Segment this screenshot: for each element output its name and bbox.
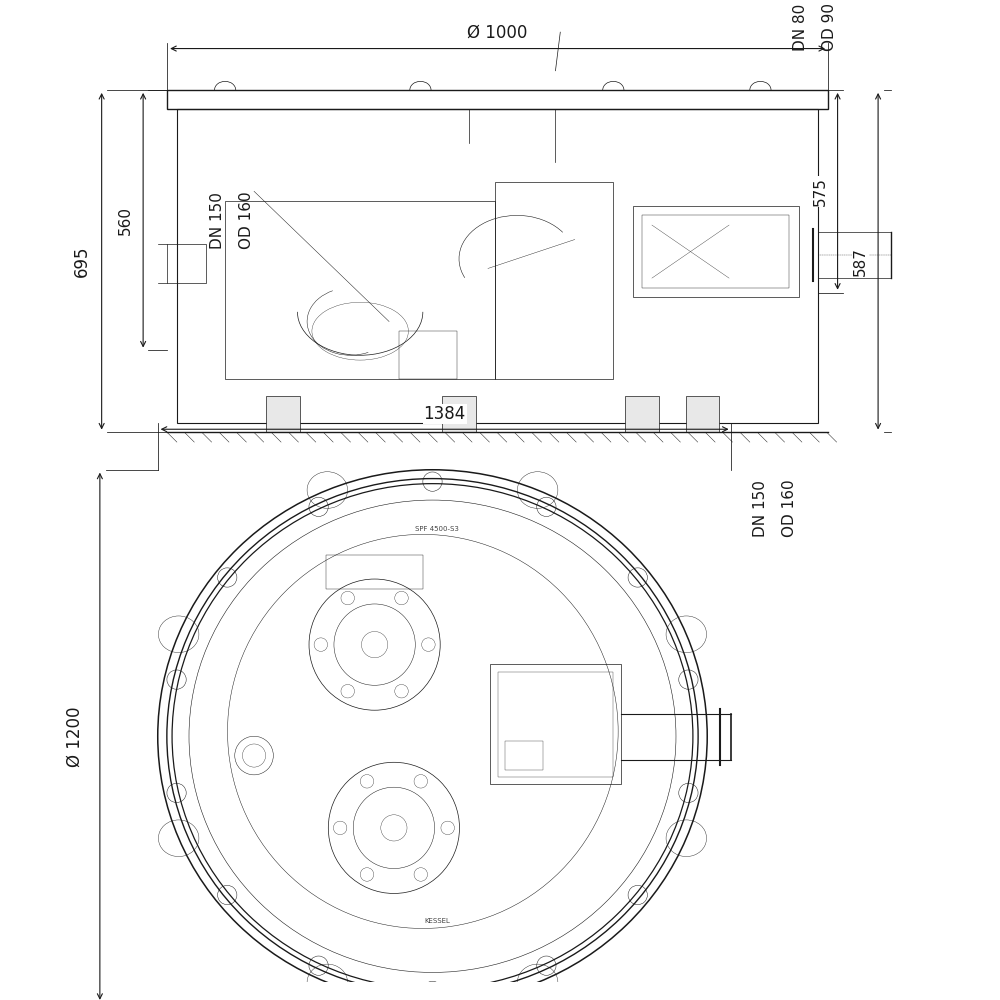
Polygon shape xyxy=(625,396,659,432)
Text: DN 150: DN 150 xyxy=(210,192,225,249)
Text: Ø 1000: Ø 1000 xyxy=(467,24,528,42)
Text: DN 150: DN 150 xyxy=(753,480,768,537)
Polygon shape xyxy=(266,396,300,432)
Text: 1384: 1384 xyxy=(423,405,466,423)
Text: OD 160: OD 160 xyxy=(782,480,797,537)
Text: SPF 4500-S3: SPF 4500-S3 xyxy=(415,526,459,532)
Text: DN 80: DN 80 xyxy=(793,4,808,51)
Text: OD 160: OD 160 xyxy=(239,191,254,249)
Text: KESSEL: KESSEL xyxy=(424,918,450,924)
Text: 575: 575 xyxy=(813,177,828,206)
Text: OD 90: OD 90 xyxy=(822,3,837,51)
Text: 587: 587 xyxy=(853,247,868,276)
Text: Ø 1200: Ø 1200 xyxy=(66,706,84,767)
Polygon shape xyxy=(686,396,719,432)
Polygon shape xyxy=(442,396,476,432)
Text: 560: 560 xyxy=(118,206,133,235)
Text: 695: 695 xyxy=(73,245,91,277)
